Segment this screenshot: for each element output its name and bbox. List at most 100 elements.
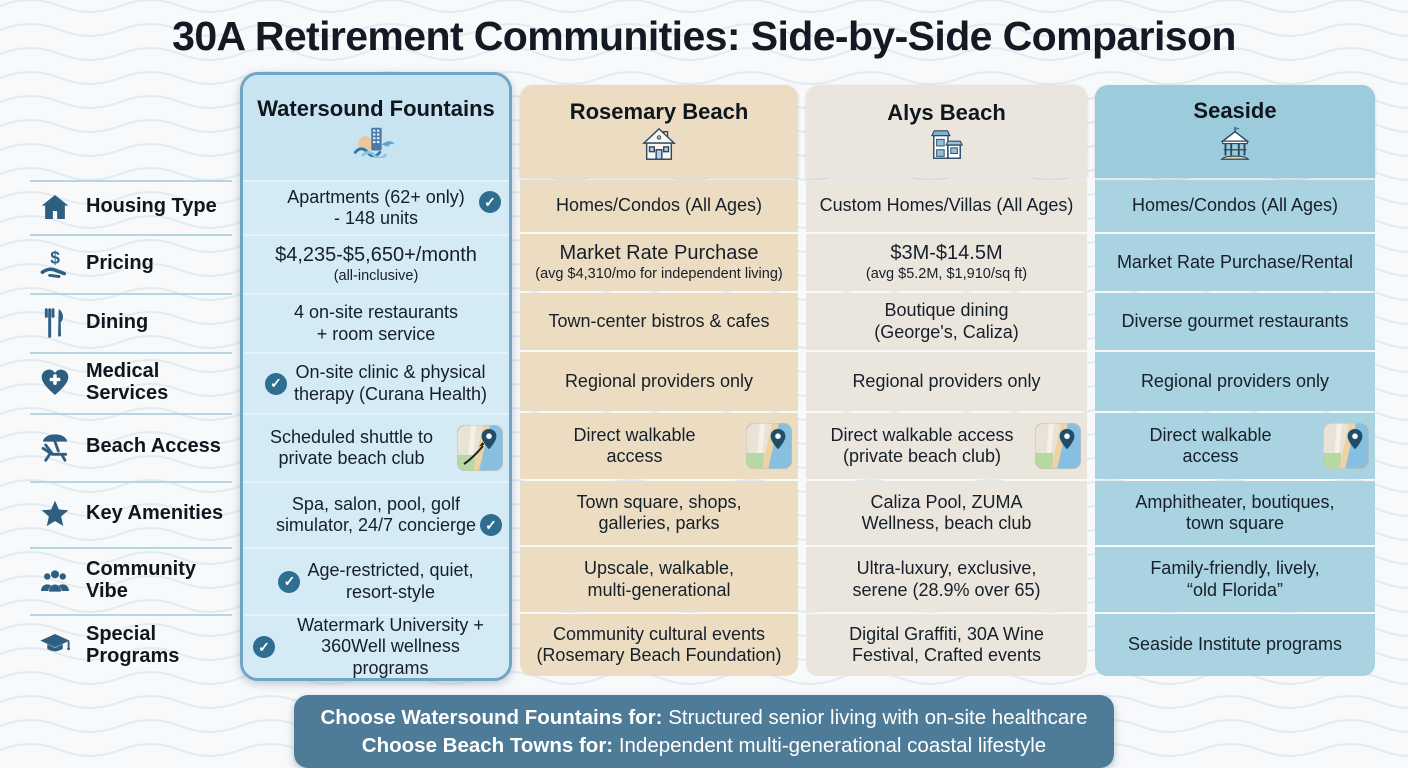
cell-text: Scheduled shuttle to private beach club bbox=[269, 426, 434, 468]
column-header-alys: Alys Beach bbox=[806, 85, 1087, 178]
cell-text: Custom Homes/Villas (All Ages) bbox=[819, 195, 1074, 216]
cell-text: Watermark University + 360Well wellness … bbox=[297, 615, 484, 678]
modern-house-icon bbox=[930, 129, 963, 159]
row-label-text: Beach Access bbox=[86, 435, 221, 458]
column-rosemary-beach: Rosemary Beach Homes/Condos (All Ages) M… bbox=[520, 85, 798, 681]
row-label-text: Housing Type bbox=[86, 195, 217, 218]
cell-text: Regional providers only bbox=[564, 370, 754, 391]
cell-watersound-medical: ✓ On-site clinic & physical therapy (Cur… bbox=[243, 354, 509, 413]
cell-text: Regional providers only bbox=[1140, 370, 1330, 391]
summary-line1-rest: Structured senior living with on-site he… bbox=[662, 706, 1088, 729]
check-icon: ✓ bbox=[264, 372, 287, 395]
column-title: Seaside bbox=[1193, 98, 1277, 124]
cell-text: Direct walkable access bbox=[573, 424, 696, 466]
row-label-text: Key Amenities bbox=[86, 502, 224, 525]
cell-alys-dining: Boutique dining (George's, Caliza) bbox=[806, 293, 1087, 350]
cell-text-main: Market Rate Purchase bbox=[559, 242, 759, 265]
row-label-medical-services: Medical Services bbox=[30, 352, 232, 411]
cell-rosemary-dining: Town-center bistros & cafes bbox=[520, 293, 798, 350]
cell-text: Diverse gourmet restaurants bbox=[1121, 310, 1349, 331]
cell-watersound-beach: Scheduled shuttle to private beach club bbox=[243, 415, 509, 481]
cell-text: Homes/Condos (All Ages) bbox=[555, 195, 763, 216]
heart-cross-icon bbox=[41, 369, 69, 395]
map-pin-icon bbox=[1035, 423, 1081, 469]
map-pin-icon bbox=[746, 423, 792, 469]
check-icon: ✓ bbox=[278, 570, 301, 593]
cell-text: Homes/Condos (All Ages) bbox=[1131, 195, 1339, 216]
column-header-rosemary: Rosemary Beach bbox=[520, 85, 798, 178]
check-icon: ✓ bbox=[479, 191, 501, 213]
cell-seaside-beach: Direct walkable access bbox=[1095, 413, 1375, 479]
cell-alys-pricing: $3M-$14.5M (avg $5.2M, $1,910/sq ft) bbox=[806, 234, 1087, 291]
cell-text: Spa, salon, pool, golf simulator, 24/7 c… bbox=[275, 493, 477, 535]
cell-text: Direct walkable access (private beach cl… bbox=[830, 424, 1014, 466]
summary-banner-box: Choose Watersound Fountains for: Structu… bbox=[294, 695, 1114, 768]
row-label-special-programs: Special Programs bbox=[30, 614, 232, 676]
cell-rosemary-vibe: Upscale, walkable, multi-generational bbox=[520, 547, 798, 612]
cell-watersound-vibe: ✓ Age-restricted, quiet, resort-style bbox=[243, 549, 509, 614]
cell-watersound-amenities: Spa, salon, pool, golf simulator, 24/7 c… bbox=[243, 483, 509, 547]
map-pin-icon bbox=[1323, 423, 1369, 469]
cell-text: 4 on-site restaurants + room service bbox=[293, 302, 459, 344]
cell-text: On-site clinic & physical therapy (Curan… bbox=[293, 362, 488, 404]
cell-watersound-housing: Apartments (62+ only) - 148 units ✓ bbox=[243, 182, 509, 234]
graduation-cap-icon bbox=[40, 634, 71, 652]
row-label-text: Special Programs bbox=[86, 623, 180, 667]
building-wave-icon bbox=[353, 127, 395, 158]
column-title: Alys Beach bbox=[887, 100, 1006, 126]
cell-rosemary-pricing: Market Rate Purchase (avg $4,310/mo for … bbox=[520, 234, 798, 291]
row-label-pricing: $ Pricing bbox=[30, 234, 232, 291]
cell-text: Amphitheater, boutiques, town square bbox=[1135, 491, 1335, 533]
cottage-house-icon bbox=[642, 127, 676, 160]
cell-text: Town square, shops, galleries, parks bbox=[576, 491, 742, 533]
cell-text: Upscale, walkable, multi-generational bbox=[583, 558, 735, 600]
cell-seaside-vibe: Family-friendly, lively, “old Florida” bbox=[1095, 547, 1375, 612]
cell-seaside-dining: Diverse gourmet restaurants bbox=[1095, 293, 1375, 350]
cell-alys-programs: Digital Graffiti, 30A Wine Festival, Cra… bbox=[806, 614, 1087, 676]
row-label-housing-type: Housing Type bbox=[30, 180, 232, 232]
cell-text-sub: (avg $4,310/mo for independent living) bbox=[535, 265, 783, 282]
cell-alys-medical: Regional providers only bbox=[806, 352, 1087, 411]
column-alys-beach: Alys Beach Custom Homes/Villas (All Ages… bbox=[806, 85, 1087, 681]
cell-watersound-dining: 4 on-site restaurants + room service bbox=[243, 295, 509, 352]
cell-alys-beach: Direct walkable access (private beach cl… bbox=[806, 413, 1087, 479]
cell-seaside-pricing: Market Rate Purchase/Rental bbox=[1095, 234, 1375, 291]
comparison-table: Housing Type $ Pricing Dining Medical Se… bbox=[30, 72, 1375, 681]
map-pin-arrow-icon bbox=[457, 425, 503, 471]
cell-alys-housing: Custom Homes/Villas (All Ages) bbox=[806, 180, 1087, 232]
cell-rosemary-amenities: Town square, shops, galleries, parks bbox=[520, 481, 798, 545]
check-icon: ✓ bbox=[253, 636, 275, 658]
summary-line1-bold: Choose Watersound Fountains for: bbox=[320, 706, 663, 729]
cell-text: Age-restricted, quiet, resort-style bbox=[307, 560, 474, 602]
column-header-seaside: Seaside bbox=[1095, 85, 1375, 178]
cell-text: Seaside Institute programs bbox=[1127, 634, 1343, 655]
row-label-beach-access: Beach Access bbox=[30, 413, 232, 479]
cell-seaside-amenities: Amphitheater, boutiques, town square bbox=[1095, 481, 1375, 545]
summary-line2-bold: Choose Beach Towns for: bbox=[361, 733, 614, 757]
cell-text: Community cultural events (Rosemary Beac… bbox=[536, 623, 782, 665]
check-icon: ✓ bbox=[480, 514, 502, 536]
cell-text: Apartments (62+ only) - 148 units bbox=[287, 186, 465, 228]
star-icon bbox=[41, 500, 69, 526]
summary-line-beach-towns: Choose Beach Towns for: Independent mult… bbox=[320, 732, 1087, 760]
cell-text: Digital Graffiti, 30A Wine Festival, Cra… bbox=[849, 623, 1044, 665]
cell-text-sub: (avg $5.2M, $1,910/sq ft) bbox=[865, 265, 1028, 282]
cell-seaside-medical: Regional providers only bbox=[1095, 352, 1375, 411]
cell-seaside-programs: Seaside Institute programs bbox=[1095, 614, 1375, 676]
people-group-icon bbox=[41, 569, 69, 592]
beach-umbrella-icon bbox=[41, 434, 68, 462]
cell-text: Boutique dining (George's, Caliza) bbox=[874, 300, 1019, 342]
cell-text-main: $3M-$14.5M bbox=[890, 242, 1003, 265]
cell-seaside-housing: Homes/Condos (All Ages) bbox=[1095, 180, 1375, 232]
cell-text: Family-friendly, lively, “old Florida” bbox=[1150, 558, 1320, 600]
cell-rosemary-housing: Homes/Condos (All Ages) bbox=[520, 180, 798, 232]
row-label-dining: Dining bbox=[30, 293, 232, 350]
cell-alys-amenities: Caliza Pool, ZUMA Wellness, beach club bbox=[806, 481, 1087, 545]
cell-watersound-programs: ✓ Watermark University + 360Well wellnes… bbox=[243, 615, 509, 678]
column-watersound-fountains: Watersound Fountains Apartments (62+ onl… bbox=[240, 72, 512, 681]
cell-text: Town-center bistros & cafes bbox=[548, 310, 770, 331]
row-label-text: Medical Services bbox=[86, 359, 169, 404]
summary-line2-rest: Independent multi-generational coastal l… bbox=[613, 733, 1047, 757]
column-title: Watersound Fountains bbox=[257, 96, 495, 122]
